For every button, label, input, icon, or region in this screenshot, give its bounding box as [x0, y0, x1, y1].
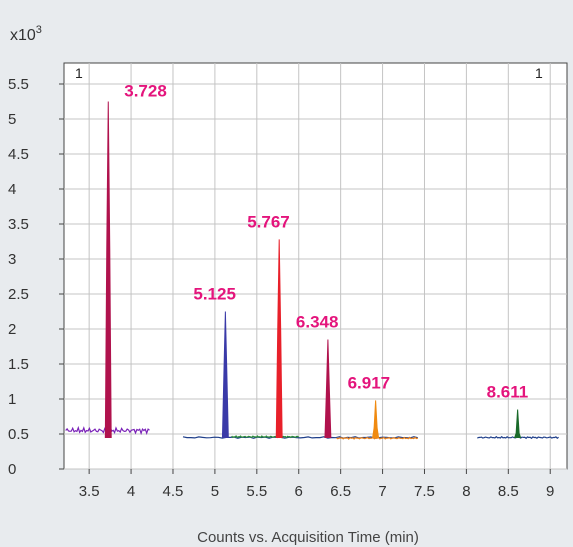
peak-label-6.348: 6.348 [296, 313, 339, 332]
peak-5.767 [275, 239, 283, 438]
x-tick-label: 4 [127, 483, 135, 500]
peak-6.348 [324, 339, 332, 438]
baseline-trace [336, 436, 418, 440]
x-axis-label: Counts vs. Acquisition Time (min) [197, 529, 419, 546]
corner-label-right: 1 [535, 65, 543, 81]
x-tick-label: 3.5 [79, 483, 100, 500]
x-tick-label: 8.5 [498, 483, 519, 500]
y-tick-label: 5.5 [8, 76, 29, 93]
peak-5.125 [221, 311, 229, 438]
y-tick-label: 0 [8, 461, 16, 478]
plot-area [63, 62, 568, 470]
peak-6.917 [372, 400, 380, 438]
y-tick-label: 0.5 [8, 426, 29, 443]
x-tick-label: 6 [295, 483, 303, 500]
y-tick-label: 1 [8, 391, 16, 408]
x-tick-label: 5 [211, 483, 219, 500]
x-tick-label: 6.5 [330, 483, 351, 500]
y-tick-label: 2 [8, 321, 16, 338]
peak-label-5.767: 5.767 [247, 212, 290, 231]
x-tick-label: 7 [378, 483, 386, 500]
y-tick-label: 3 [8, 251, 16, 268]
peak-3.728 [104, 101, 112, 438]
x-tick-label: 9 [546, 483, 554, 500]
peak-label-3.728: 3.728 [124, 82, 167, 101]
x-tick-label: 7.5 [414, 483, 435, 500]
y-multiplier: x103 [10, 24, 42, 44]
x-tick-label: 5.5 [246, 483, 267, 500]
y-tick-label: 1.5 [8, 356, 29, 373]
y-tick-label: 5 [8, 111, 16, 128]
x-tick-label: 8 [462, 483, 470, 500]
y-tick-label: 4.5 [8, 146, 29, 163]
y-tick-label: 4 [8, 181, 16, 198]
y-tick-label: 2.5 [8, 286, 29, 303]
peak-label-6.917: 6.917 [348, 373, 391, 392]
corner-label-left: 1 [75, 65, 83, 81]
peak-label-5.125: 5.125 [193, 285, 236, 304]
x-tick-label: 4.5 [163, 483, 184, 500]
peak-8.611 [513, 409, 522, 438]
y-tick-label: 3.5 [8, 216, 29, 233]
baseline-trace [231, 435, 300, 439]
peak-label-8.611: 8.611 [487, 383, 529, 402]
